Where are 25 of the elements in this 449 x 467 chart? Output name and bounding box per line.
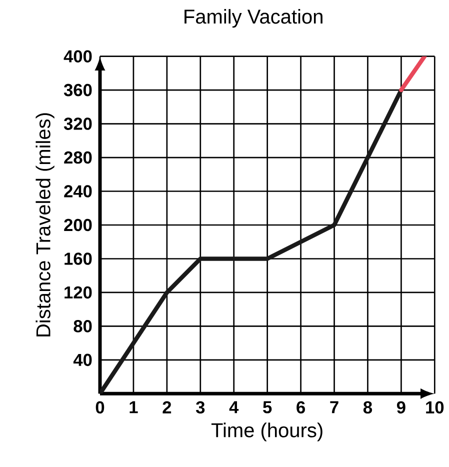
y-tick-label: 40 bbox=[73, 354, 92, 366]
y-tick-label: 160 bbox=[64, 252, 92, 265]
x-tick-label: 10 bbox=[426, 401, 444, 414]
x-tick-label: 5 bbox=[263, 401, 272, 414]
x-tick-label: 9 bbox=[396, 401, 406, 414]
y-tick-label: 240 bbox=[64, 185, 92, 198]
y-axis-title: Distance Traveled (miles) bbox=[36, 113, 54, 336]
line-series bbox=[100, 88, 404, 394]
x-tick-label: 6 bbox=[296, 401, 305, 414]
y-tick-label: 200 bbox=[64, 218, 92, 232]
y-tick-label: 280 bbox=[64, 151, 92, 164]
chart-title: Family Vacation bbox=[184, 9, 322, 28]
x-tick-label: 0 bbox=[96, 401, 104, 414]
x-tick-label: 4 bbox=[229, 401, 239, 414]
x-tick-label: 3 bbox=[196, 401, 205, 414]
x-tick-label: 8 bbox=[363, 401, 372, 414]
y-tick-label: 120 bbox=[64, 286, 92, 299]
y-tick-label: 400 bbox=[64, 50, 92, 62]
x-tick-label: 2 bbox=[162, 401, 172, 414]
x-axis-title: Time (hours) bbox=[211, 422, 322, 442]
y-tick-label: 360 bbox=[64, 84, 92, 96]
y-tick-label: 320 bbox=[64, 118, 92, 130]
y-tick-label: 80 bbox=[74, 320, 92, 332]
x-tick-label: 7 bbox=[330, 401, 338, 414]
x-tick-label: 1 bbox=[130, 401, 138, 414]
